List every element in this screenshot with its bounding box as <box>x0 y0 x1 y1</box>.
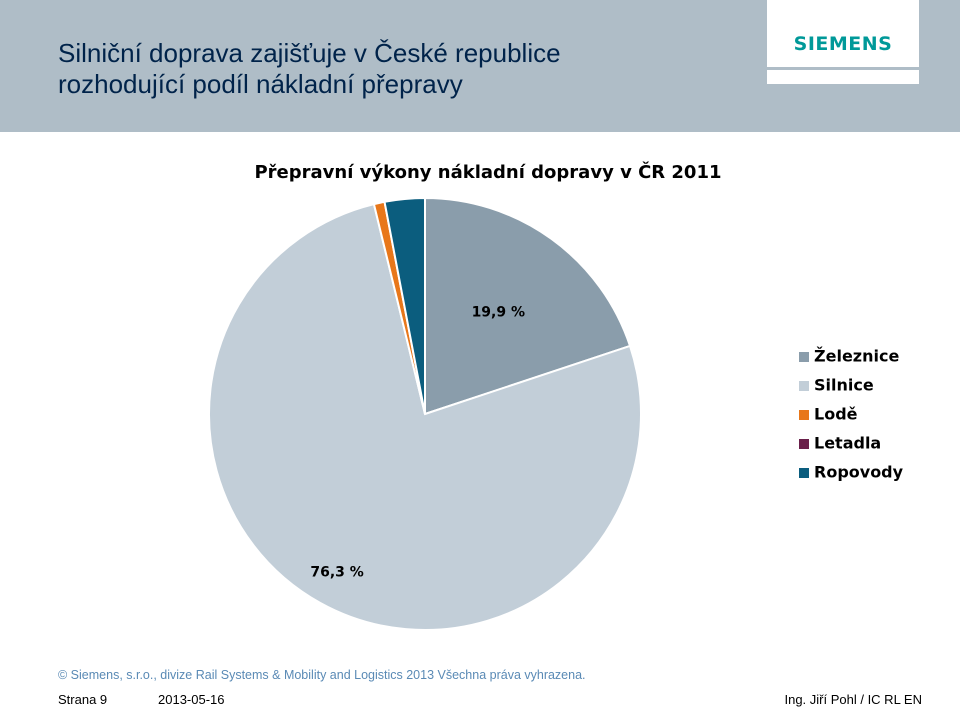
footer-page-number: Strana 9 <box>58 692 108 707</box>
siemens-logo: SIEMENS <box>767 0 919 67</box>
legend-swatch-lode <box>799 410 809 420</box>
logo-underbar <box>767 70 919 84</box>
data-label-zeleznice: 19,9 % <box>472 304 525 320</box>
siemens-logo-text: SIEMENS <box>793 33 893 55</box>
legend-item-lode: Lodě <box>799 405 858 424</box>
legend-label-silnice: Silnice <box>814 376 874 395</box>
legend-swatch-zeleznice <box>799 352 809 362</box>
legend-item-ropovody: Ropovody <box>799 463 904 482</box>
legend-item-zeleznice: Železnice <box>799 347 899 366</box>
slide-title-line-2: rozhodující podíl nákladní přepravy <box>58 69 463 99</box>
slide-title: Silniční doprava zajišťuje v České repub… <box>58 38 698 100</box>
legend-swatch-silnice <box>799 381 809 391</box>
chart-legend: Železnice Silnice Lodě Letadla Ropovody <box>799 347 904 482</box>
legend-swatch-ropovody <box>799 468 809 478</box>
pie-slice-labels: 19,9 % 76,3 % <box>310 304 525 580</box>
data-label-silnice: 76,3 % <box>310 565 363 581</box>
pie-slice-ropovody <box>383 196 426 415</box>
chart-title: Přepravní výkony nákladní dopravy v ČR 2… <box>254 161 721 183</box>
legend-label-lode: Lodě <box>814 405 858 424</box>
legend-label-letadla: Letadla <box>814 434 881 453</box>
legend-label-ropovody: Ropovody <box>814 463 904 482</box>
footer-copyright: © Siemens, s.r.o., divize Rail Systems &… <box>58 668 586 682</box>
footer-date: 2013-05-16 <box>158 692 225 707</box>
pie-slice-silnice <box>208 202 642 631</box>
legend-item-letadla: Letadla <box>799 434 881 453</box>
footer-author: Ing. Jiří Pohl / IC RL EN <box>784 692 922 707</box>
legend-item-silnice: Silnice <box>799 376 874 395</box>
legend-swatch-letadla <box>799 439 809 449</box>
pie-chart: Přepravní výkony nákladní dopravy v ČR 2… <box>208 161 904 631</box>
slide-title-line-1: Silniční doprava zajišťuje v České repub… <box>58 38 561 68</box>
pie-slice-zeleznice <box>424 196 632 416</box>
legend-label-zeleznice: Železnice <box>814 347 899 366</box>
pie-slices <box>208 196 642 631</box>
